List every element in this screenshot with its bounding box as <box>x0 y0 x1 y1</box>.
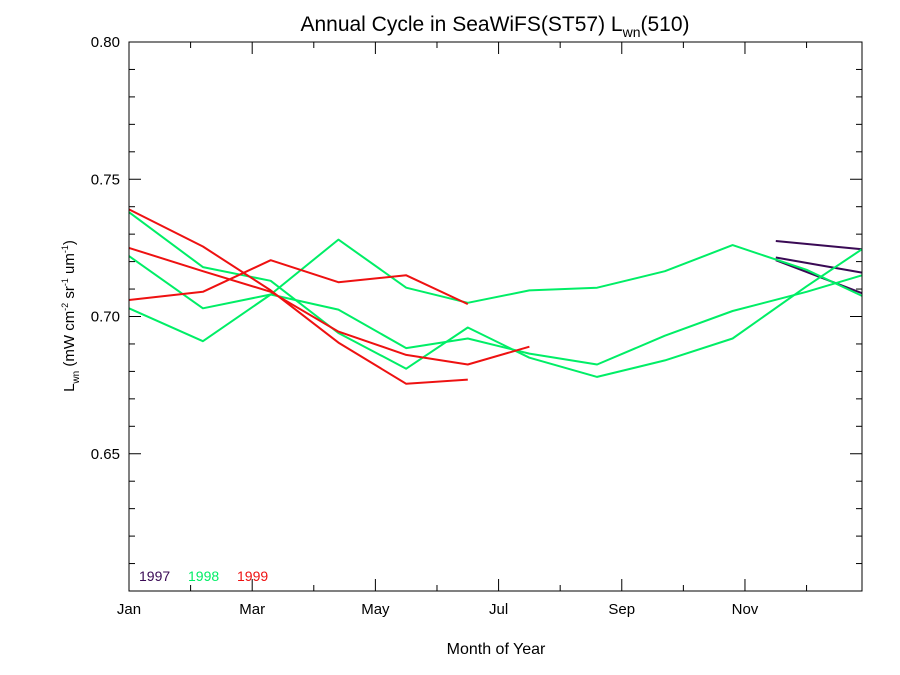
y-tick-label: 0.65 <box>91 446 120 463</box>
y-tick-label: 0.80 <box>91 34 120 51</box>
legend: 1997 1998 1999 <box>139 568 268 584</box>
series-line-1997-0 <box>775 240 863 251</box>
x-tick-label: Jul <box>489 601 508 618</box>
y-axis-label-exp1: -2 <box>60 303 70 311</box>
legend-item-1998: 1998 <box>188 568 219 584</box>
chart-title-main: Annual Cycle in SeaWiFS(ST57) L <box>300 13 622 36</box>
y-tick-label: 0.70 <box>91 309 120 326</box>
y-tick-label: 0.75 <box>91 171 120 188</box>
y-axis-label-subscript: wn <box>71 371 82 385</box>
y-axis-label-units-mid2: um <box>61 253 78 278</box>
legend-item-1997: 1997 <box>139 568 170 584</box>
x-axis-label: Month of Year <box>447 641 546 658</box>
x-tick-label: Nov <box>732 601 759 618</box>
series-line-1999-7 <box>128 246 530 366</box>
ticks-layer: Jan Mar May Jul Sep Nov 0.65 0.70 0.75 0.80 <box>91 34 862 618</box>
y-axis-label-units: (mW cm <box>61 311 78 371</box>
series-line-1998-5 <box>128 274 863 366</box>
x-tick-label: Mar <box>239 601 265 618</box>
series-line-1997-1 <box>775 256 863 274</box>
series-line-1998-3 <box>128 211 863 378</box>
y-axis-label-exp2: -1 <box>60 278 70 286</box>
y-axis-label-exp3: -1 <box>60 245 70 253</box>
chart-title: Annual Cycle in SeaWiFS(ST57) Lwn(510) <box>300 13 689 40</box>
series-layer <box>128 208 863 385</box>
series-line-1999-8 <box>128 259 469 306</box>
x-tick-label: Jan <box>117 601 141 618</box>
y-axis-label-units-close: ) <box>61 240 78 245</box>
x-tick-label: Sep <box>608 601 635 618</box>
chart-title-suffix: (510) <box>641 13 690 36</box>
chart-title-subscript: wn <box>622 24 641 40</box>
y-axis-label-main: L <box>61 384 78 392</box>
series-line-1999-6 <box>128 208 468 385</box>
series-line-1998-4 <box>128 238 863 310</box>
y-axis-label-units-mid: sr <box>61 286 78 303</box>
legend-item-1999: 1999 <box>237 568 268 584</box>
x-tick-label: May <box>361 601 390 618</box>
y-axis-label: Lwn (mW cm-2 sr-1 um-1) <box>60 240 82 392</box>
